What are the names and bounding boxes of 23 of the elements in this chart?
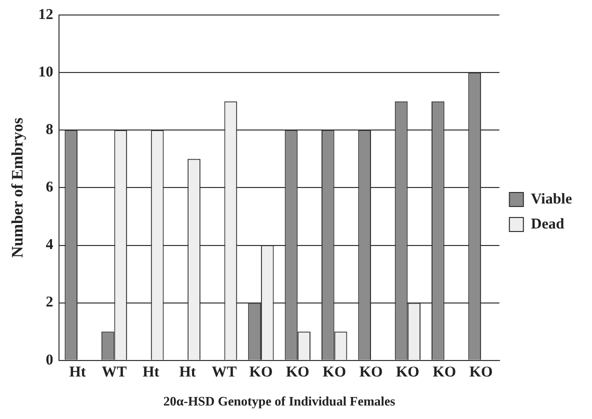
x-tick-label: WT xyxy=(212,364,237,380)
x-tick-label: KO xyxy=(322,364,346,380)
x-tick-label: Ht xyxy=(142,364,160,380)
legend-label: Viable xyxy=(530,191,572,208)
x-tick-label: KO xyxy=(286,364,310,380)
y-tick-label: 2 xyxy=(46,294,54,311)
x-tick-label: Ht xyxy=(179,364,196,380)
x-axis-title: 20α-HSD Genotype of Individual Females xyxy=(163,394,396,409)
x-tick-label: KO xyxy=(432,364,456,380)
x-tick-label: KO xyxy=(249,364,273,380)
y-tick-label: 0 xyxy=(46,352,54,368)
x-tick-label: Ht xyxy=(69,364,86,380)
y-tick-label: 10 xyxy=(38,64,54,80)
y-tick-label: 12 xyxy=(38,6,54,23)
y-axis-title: Number of Embryos xyxy=(10,118,27,258)
x-tick-label: WT xyxy=(102,364,127,380)
x-tick-label: KO xyxy=(359,364,383,380)
y-tick-label: 6 xyxy=(46,180,54,196)
legend-label: Dead xyxy=(530,216,565,232)
x-tick-label: KO xyxy=(469,364,493,380)
x-tick-label: KO xyxy=(396,364,420,380)
y-tick-label: 4 xyxy=(46,237,54,254)
y-tick-label: 8 xyxy=(46,122,54,138)
